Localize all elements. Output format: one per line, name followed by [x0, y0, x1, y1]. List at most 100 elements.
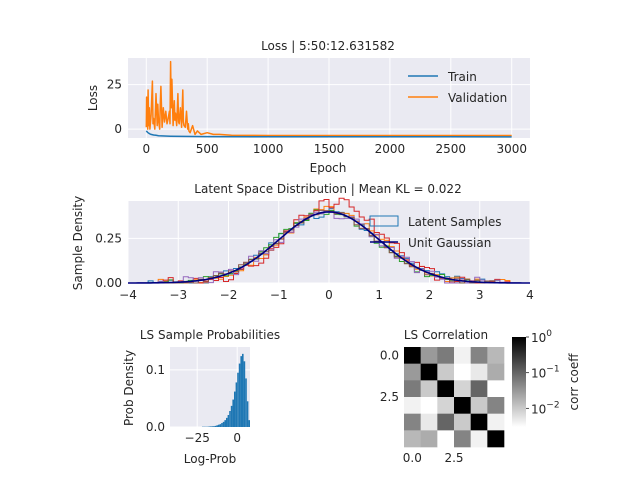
- correlation-cell: [470, 380, 488, 398]
- loss-x-tick-label: 1500: [314, 142, 345, 156]
- correlation-cell: [437, 413, 455, 431]
- probabilities-bar: [210, 426, 212, 427]
- probabilities-bar: [216, 425, 218, 427]
- latent-x-tick-label: −3: [169, 288, 187, 302]
- correlation-cell: [437, 347, 455, 364]
- correlation-cell: [487, 397, 505, 414]
- correlation-heatmap: [404, 347, 505, 448]
- latent-x-tick-label: 2: [426, 288, 434, 302]
- loss-series-train: [145, 130, 512, 138]
- loss-xlabel: Epoch: [310, 161, 347, 175]
- probabilities-panel: LS Sample Probabilities −25 0 0.0 0.1 Log-P…: [122, 328, 280, 466]
- correlation-title: LS Correlation: [404, 328, 488, 342]
- latent-panel: Latent Space Distribution | Mean KL = 0.…: [71, 182, 534, 302]
- loss-ylabel: Loss: [86, 85, 100, 111]
- latent-legend: Latent Samples Unit Gaussian: [369, 215, 502, 250]
- correlation-cell: [420, 413, 438, 431]
- probabilities-title: LS Sample Probabilities: [140, 328, 280, 342]
- loss-x-tick-label: 2500: [436, 142, 467, 156]
- probabilities-bar: [237, 372, 239, 427]
- probabilities-bar: [211, 426, 214, 427]
- probabilities-bar: [245, 378, 247, 427]
- probabilities-x-tick-label: −25: [185, 431, 210, 445]
- probabilities-bar: [235, 382, 238, 427]
- probabilities-bar: [234, 391, 236, 427]
- loss-x-tick-label: 0: [142, 142, 150, 156]
- correlation-cell: [420, 430, 438, 448]
- latent-x-tick-label: 4: [526, 288, 534, 302]
- loss-series-validation: [145, 60, 512, 137]
- legend-label-latent-samples: Latent Samples: [408, 215, 502, 229]
- correlation-cell: [420, 380, 438, 398]
- loss-title: Loss | 5:50:12.631582: [261, 39, 395, 53]
- correlation-cell: [437, 380, 455, 398]
- latent-ylabel: Sample Density: [71, 196, 85, 290]
- correlation-cell: [437, 363, 455, 381]
- latent-x-tick-label: 3: [476, 288, 484, 302]
- correlation-cell: [470, 347, 488, 364]
- latent-x-tick-label: −4: [119, 288, 137, 302]
- colorbar-label: corr coeff: [567, 353, 581, 411]
- correlation-cell: [404, 380, 421, 398]
- correlation-y-tick-label: 0.0: [380, 348, 399, 362]
- loss-x-tick-label: 1000: [253, 142, 284, 156]
- probabilities-bar: [218, 424, 220, 427]
- correlation-x-tick-label: 0.0: [403, 451, 422, 465]
- correlation-cell: [454, 397, 471, 414]
- correlation-cell: [404, 363, 421, 381]
- correlation-cell: [454, 413, 471, 431]
- probabilities-bar: [219, 424, 222, 427]
- probabilities-bar: [214, 425, 217, 427]
- latent-series: [128, 197, 530, 284]
- correlation-x-tick-label: 2.5: [444, 451, 463, 465]
- correlation-cell: [454, 430, 471, 448]
- probabilities-bar: [242, 353, 244, 427]
- probabilities-bar: [224, 420, 226, 427]
- probabilities-bar: [240, 356, 242, 427]
- latent-x-tick-label: 0: [325, 288, 333, 302]
- legend-label-unit-gaussian: Unit Gaussian: [408, 236, 491, 250]
- latent-x-tick-label: −1: [270, 288, 288, 302]
- correlation-cell: [404, 397, 421, 414]
- latent-y-tick-label: 0.00: [95, 276, 122, 290]
- latent-x-tick-label: 1: [375, 288, 383, 302]
- correlation-cell: [404, 347, 421, 364]
- correlation-cell: [454, 380, 471, 398]
- probabilities-bar: [227, 415, 230, 427]
- legend-label-train: Train: [447, 70, 477, 84]
- loss-x-tick-label: 3000: [496, 142, 527, 156]
- loss-legend: Train Validation: [408, 70, 507, 105]
- correlation-cell: [420, 397, 438, 414]
- correlation-cell: [454, 347, 471, 364]
- legend-swatch-latent-samples: [369, 215, 399, 227]
- correlation-cell: [437, 397, 455, 414]
- correlation-ticks: 0.0 2.5 0.0 2.5: [380, 348, 464, 465]
- correlation-cell: [437, 430, 455, 448]
- legend-label-validation: Validation: [448, 91, 507, 105]
- loss-grid: [128, 58, 530, 138]
- probabilities-y-tick-label: 0.0: [146, 420, 165, 434]
- probabilities-y-tick-label: 0.1: [146, 363, 165, 377]
- probabilities-xlabel: Log-Prob: [184, 452, 236, 466]
- probabilities-bar: [246, 401, 249, 427]
- probabilities-bar: [213, 426, 215, 427]
- colorbar-gradient: [512, 337, 526, 427]
- latent-ticks: −4 −3 −2 −1 0 1 2 3 4 0.00 0.25: [95, 231, 534, 302]
- loss-ticks: 0 500 1000 1500 2000 2500 3000 0 25: [107, 78, 527, 156]
- probabilities-bar: [230, 405, 233, 427]
- latent-y-tick-label: 0.25: [95, 231, 122, 245]
- loss-x-tick-label: 500: [196, 142, 219, 156]
- probabilities-bar: [226, 417, 228, 427]
- probabilities-x-tick-label: 0: [233, 431, 241, 445]
- correlation-cell: [487, 430, 505, 448]
- correlation-y-tick-label: 2.5: [380, 390, 399, 404]
- correlation-cell: [404, 430, 421, 448]
- correlation-cell: [420, 347, 438, 364]
- probabilities-bar: [248, 420, 250, 427]
- correlation-cell: [470, 363, 488, 381]
- probabilities-ticks: −25 0 0.0 0.1: [146, 363, 241, 445]
- correlation-cell: [404, 413, 421, 431]
- probabilities-bar: [243, 361, 246, 427]
- unit-gaussian-curve: [128, 211, 530, 284]
